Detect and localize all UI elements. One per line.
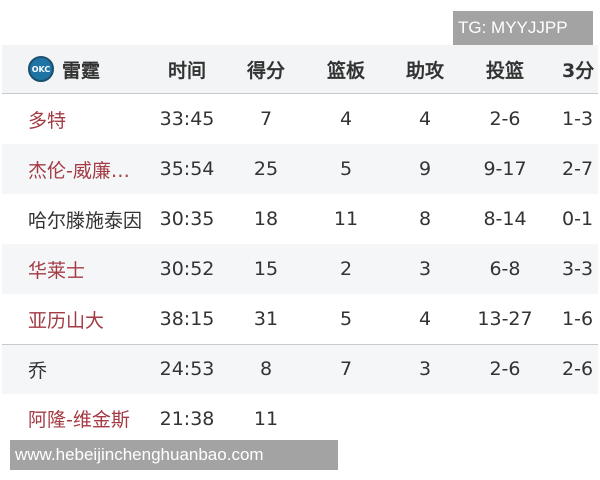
stat-cell: 1-3 — [562, 108, 594, 130]
stat-cell: 21:38 — [159, 407, 215, 430]
player-row: 多特 33:45 7 4 4 2-6 1-3 — [2, 94, 598, 144]
stat-cell — [562, 394, 598, 444]
stat-cell: 11 — [333, 208, 359, 230]
player-row: 杰伦-威廉… 35:54 25 5 9 9-17 2-7 — [2, 144, 598, 194]
stat-cell: 3 — [418, 258, 432, 280]
stat-cell: 35:54 — [159, 158, 215, 180]
stat-cell: 1-6 — [562, 308, 594, 330]
stat-cell: 2 — [339, 258, 353, 280]
table-header: OKC 雷霆 时间 得分 篮板 助攻 投篮 3分 — [2, 45, 598, 94]
player-name[interactable]: 华莱士 — [28, 259, 86, 282]
stat-cell: 38:15 — [159, 308, 215, 330]
stat-cell: 11 — [253, 407, 279, 430]
stat-cell: 4 — [418, 108, 432, 130]
col-header-minutes[interactable]: 时间 — [167, 59, 206, 82]
stat-cell: 2-7 — [562, 158, 594, 180]
stat-cell: 33:45 — [159, 108, 215, 130]
player-row: 亚历山大 38:15 31 5 4 13-27 1-6 — [2, 294, 598, 344]
stat-cell: 3 — [418, 358, 432, 381]
stat-cell: 15 — [253, 258, 279, 280]
watermark-bottom: www.hebeijinchenghuanbao.com — [10, 440, 338, 470]
stat-cell: 4 — [418, 308, 432, 330]
player-name[interactable]: 多特 — [28, 109, 67, 132]
col-header-rebounds[interactable]: 篮板 — [326, 59, 365, 82]
stat-cell — [387, 394, 463, 444]
stat-cell: 6-8 — [489, 258, 521, 280]
stat-cell — [308, 394, 384, 444]
player-name[interactable]: 阿隆-维金斯 — [28, 409, 130, 431]
player-row: 哈尔滕施泰因 30:35 18 11 8 8-14 0-1 — [2, 194, 598, 244]
stat-cell: 31 — [253, 308, 279, 330]
stat-cell: 8 — [418, 208, 432, 230]
stat-cell: 30:35 — [159, 208, 215, 230]
team-name: 雷霆 — [62, 59, 101, 82]
watermark-top: TG: MYYJJPP — [453, 11, 593, 45]
col-header-assists[interactable]: 助攻 — [405, 59, 444, 82]
stat-cell: 2-6 — [489, 358, 521, 381]
stat-cell: 7 — [339, 358, 353, 381]
player-name[interactable]: 亚历山大 — [28, 309, 105, 332]
okc-logo-icon: OKC — [28, 56, 54, 82]
stat-cell: 2-6 — [489, 108, 521, 130]
stat-cell: 0-1 — [562, 208, 594, 230]
team-header: OKC 雷霆 — [28, 45, 158, 93]
stat-cell: 3-3 — [562, 258, 594, 280]
player-name[interactable]: 杰伦-威廉… — [28, 159, 130, 182]
player-name: 哈尔滕施泰因 — [28, 209, 143, 232]
stat-cell: 4 — [339, 108, 353, 130]
player-row: 乔 24:53 8 7 3 2-6 2-6 — [2, 344, 598, 394]
stat-cell: 18 — [253, 208, 279, 230]
stat-cell: 5 — [339, 158, 353, 180]
stat-cell: 7 — [259, 108, 273, 130]
box-score-table: OKC 雷霆 时间 得分 篮板 助攻 投篮 3分 多特 33:45 7 4 4 2-6 1-… — [2, 45, 598, 444]
stat-cell: 9 — [418, 158, 432, 180]
stat-cell: 30:52 — [159, 258, 215, 280]
player-row: 阿隆-维金斯 21:38 11 — [2, 394, 598, 444]
stat-cell: 9-17 — [483, 158, 527, 180]
col-header-3pt[interactable]: 3分 — [562, 59, 595, 82]
col-header-fg[interactable]: 投篮 — [485, 59, 524, 82]
stat-cell: 24:53 — [159, 358, 215, 381]
stat-cell: 2-6 — [562, 358, 594, 381]
stat-cell — [467, 394, 543, 444]
stat-cell: 8-14 — [483, 208, 527, 230]
col-header-points[interactable]: 得分 — [246, 59, 285, 82]
stat-cell: 5 — [339, 308, 353, 330]
player-row: 华莱士 30:52 15 2 3 6-8 3-3 — [2, 244, 598, 294]
stat-cell: 13-27 — [477, 308, 533, 330]
stat-cell: 8 — [259, 358, 273, 381]
player-name: 乔 — [28, 359, 48, 382]
stat-cell: 25 — [253, 158, 279, 180]
